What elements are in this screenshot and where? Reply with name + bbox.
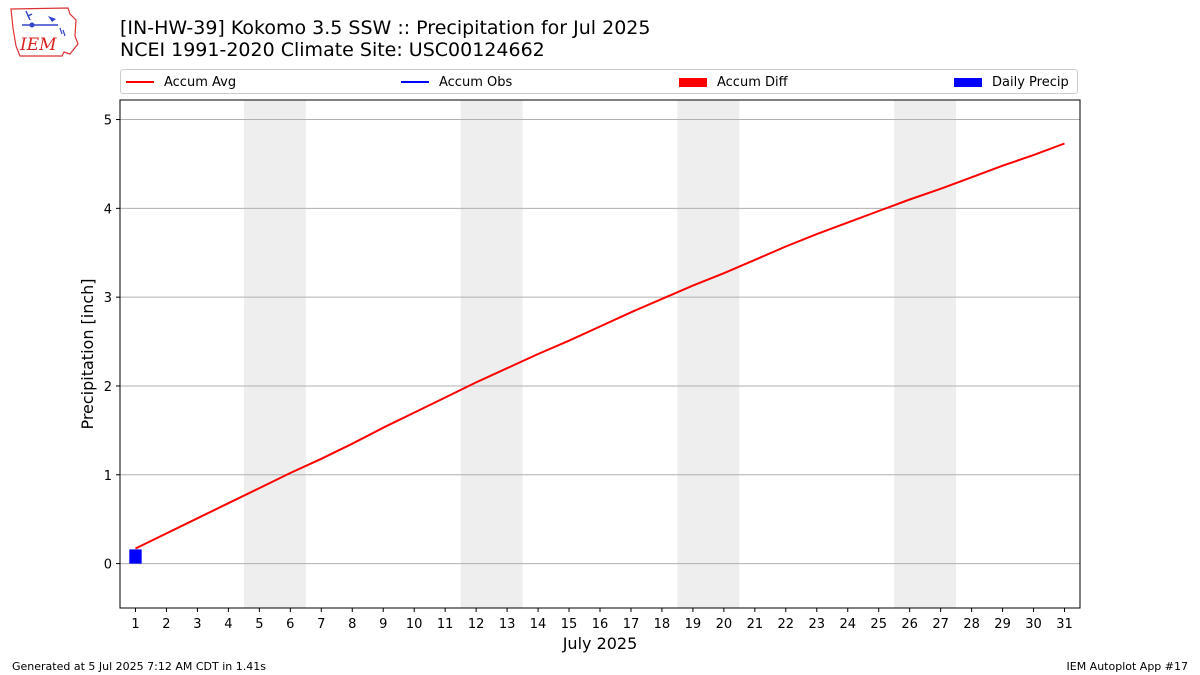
subtitle-line: NCEI 1991-2020 Climate Site: USC00124662: [120, 39, 545, 61]
weekend-band: [894, 100, 957, 608]
x-tick-label: 31: [1056, 617, 1073, 632]
x-tick-label: 8: [348, 617, 356, 632]
x-tick-label: 20: [716, 617, 733, 632]
y-tick-label: 3: [104, 291, 112, 306]
legend-line-blue: [401, 81, 429, 83]
chart-legend: Accum Avg Accum Obs Accum Diff Daily Pre…: [120, 69, 1078, 94]
title-line: [IN-HW-39] Kokomo 3.5 SSW :: Precipitati…: [120, 17, 651, 39]
x-tick-label: 11: [437, 617, 454, 632]
legend-line-red: [126, 81, 154, 83]
x-tick-label: 6: [286, 617, 294, 632]
legend-patch-blue: [954, 77, 982, 87]
x-tick-label: 1: [131, 617, 139, 632]
x-tick-label: 5: [255, 617, 263, 632]
accum-avg-line: [135, 142, 1065, 550]
legend-label: Daily Precip: [992, 74, 1069, 90]
legend-item-accum-diff: Accum Diff: [679, 74, 788, 90]
legend-item-accum-avg: Accum Avg: [126, 74, 236, 90]
app-credit: IEM Autoplot App #17: [1066, 660, 1189, 673]
legend-label: Accum Avg: [164, 74, 237, 90]
x-tick-label: 23: [809, 617, 826, 632]
x-tick-label: 21: [747, 617, 764, 632]
daily-precip-bar: [129, 549, 142, 564]
legend-item-daily-precip: Daily Precip: [954, 74, 1069, 90]
x-tick-label: 10: [406, 617, 423, 632]
x-tick-label: 15: [561, 617, 578, 632]
y-tick-label: 0: [104, 558, 112, 573]
x-axis-label: July 2025: [562, 634, 638, 653]
y-tick-label: 4: [104, 202, 112, 217]
generated-timestamp: Generated at 5 Jul 2025 7:12 AM CDT in 1…: [12, 660, 266, 673]
iem-logo: IEM: [8, 6, 80, 58]
x-tick-label: 27: [932, 617, 949, 632]
x-tick-label: 24: [839, 617, 856, 632]
legend-item-accum-obs: Accum Obs: [401, 74, 512, 90]
x-tick-label: 19: [685, 617, 702, 632]
x-tick-label: 7: [317, 617, 325, 632]
chart-title: [IN-HW-39] Kokomo 3.5 SSW :: Precipitati…: [120, 17, 650, 61]
y-tick-label: 5: [104, 114, 112, 129]
x-tick-label: 29: [994, 617, 1011, 632]
y-tick-label: 1: [104, 469, 112, 484]
x-tick-label: 30: [1025, 617, 1042, 632]
x-tick-label: 9: [379, 617, 387, 632]
svg-text:IEM: IEM: [19, 35, 57, 55]
legend-label: Accum Obs: [439, 74, 513, 90]
x-tick-label: 2: [162, 617, 170, 632]
x-tick-label: 26: [901, 617, 918, 632]
x-tick-label: 22: [778, 617, 795, 632]
y-axis-label: Precipitation [inch]: [78, 278, 97, 429]
x-tick-label: 17: [623, 617, 640, 632]
weekend-band: [243, 100, 306, 608]
x-tick-label: 3: [193, 617, 201, 632]
weekend-band: [460, 100, 523, 608]
legend-label: Accum Diff: [717, 74, 788, 90]
x-tick-label: 4: [224, 617, 232, 632]
x-tick-label: 12: [468, 617, 485, 632]
x-tick-label: 14: [530, 617, 547, 632]
x-tick-label: 18: [654, 617, 671, 632]
legend-patch-red: [679, 77, 707, 87]
x-tick-label: 16: [592, 617, 609, 632]
y-tick-label: 2: [104, 380, 112, 395]
x-tick-label: 28: [963, 617, 980, 632]
x-tick-label: 13: [499, 617, 516, 632]
weekend-band: [677, 100, 740, 608]
x-tick-label: 25: [870, 617, 887, 632]
